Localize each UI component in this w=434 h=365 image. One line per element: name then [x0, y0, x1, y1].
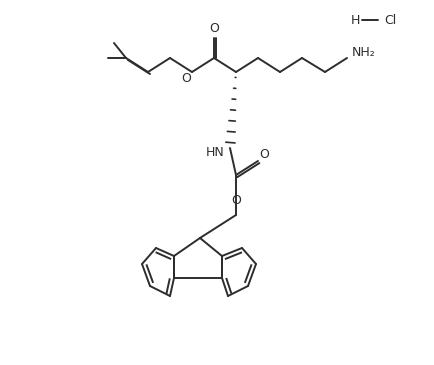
Text: O: O	[259, 149, 269, 161]
Text: H: H	[350, 14, 360, 27]
Text: O: O	[231, 193, 241, 207]
Text: Cl: Cl	[384, 14, 396, 27]
Text: HN: HN	[206, 146, 224, 158]
Text: O: O	[209, 23, 219, 35]
Text: NH₂: NH₂	[352, 46, 376, 58]
Text: O: O	[181, 73, 191, 85]
